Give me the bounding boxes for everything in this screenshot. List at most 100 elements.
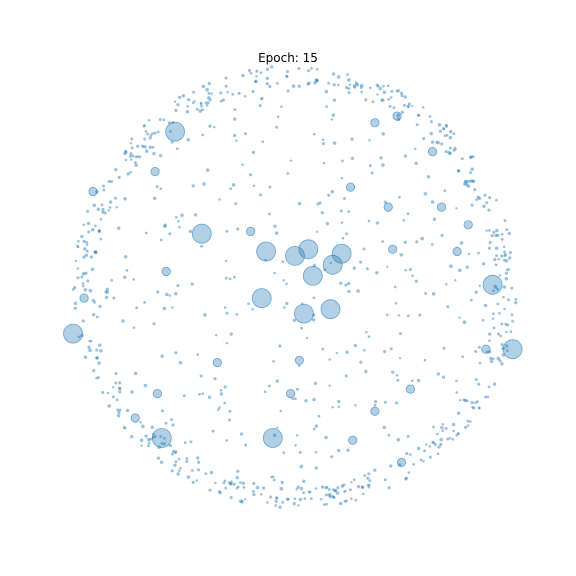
- scatter-point: [187, 98, 191, 102]
- scatter-point: [76, 276, 80, 280]
- scatter-point: [506, 268, 509, 271]
- scatter-point: [293, 497, 297, 501]
- scatter-point: [491, 317, 495, 320]
- scatter-point: [462, 398, 466, 402]
- scatter-point: [297, 84, 301, 88]
- scatter-point: [174, 451, 177, 455]
- scatter-point: [111, 395, 115, 399]
- scatter-point: [110, 278, 114, 282]
- scatter-point: [309, 497, 313, 500]
- scatter-point: [325, 105, 328, 108]
- scatter-point: [318, 201, 322, 205]
- scatter-point: [260, 96, 264, 100]
- scatter-point: [201, 84, 206, 89]
- scatter-point: [442, 346, 446, 350]
- scatter-point: [225, 229, 229, 233]
- scatter-point: [160, 409, 165, 413]
- scatter-point: [259, 97, 263, 101]
- scatter-point: [233, 108, 237, 111]
- scatter-point-large: [285, 245, 305, 266]
- scatter-point: [136, 144, 140, 148]
- scatter-point-large: [370, 118, 380, 128]
- scatter-point: [289, 159, 293, 162]
- scatter-point: [87, 345, 91, 350]
- scatter-point-large: [388, 244, 398, 254]
- scatter-point: [132, 278, 135, 281]
- scatter-point: [135, 306, 139, 310]
- scatter-point: [261, 486, 266, 490]
- scatter-point: [441, 423, 444, 426]
- scatter-point: [449, 264, 453, 268]
- scatter-point-large: [452, 246, 462, 257]
- scatter-point: [495, 228, 499, 233]
- scatter-point: [414, 279, 419, 283]
- scatter-point: [180, 213, 184, 218]
- scatter-point: [327, 488, 331, 491]
- scatter-point: [452, 429, 455, 433]
- scatter-point: [147, 444, 150, 448]
- scatter-point: [265, 82, 269, 86]
- scatter-point: [478, 284, 481, 288]
- scatter-point: [470, 400, 474, 405]
- scatter-point: [325, 486, 329, 489]
- scatter-point: [468, 155, 473, 159]
- scatter-point: [408, 102, 411, 106]
- scatter-point: [396, 378, 400, 382]
- scatter-point: [494, 263, 498, 267]
- scatter-point-large: [348, 435, 358, 445]
- scatter-point: [488, 196, 492, 200]
- scatter-point: [312, 132, 316, 136]
- scatter-point: [311, 318, 316, 322]
- scatter-point: [176, 472, 180, 476]
- scatter-point: [487, 385, 491, 389]
- scatter-point: [231, 183, 236, 187]
- scatter-point: [459, 398, 462, 402]
- scatter-point: [99, 349, 103, 353]
- scatter-point: [346, 448, 350, 452]
- scatter-point: [237, 485, 240, 489]
- scatter-point: [265, 76, 270, 81]
- scatter-point: [151, 132, 154, 135]
- scatter-point: [331, 72, 336, 76]
- scatter-point: [471, 179, 475, 183]
- scatter-point: [430, 243, 434, 246]
- scatter-point: [460, 157, 464, 161]
- scatter-point: [360, 485, 364, 489]
- scatter-point: [368, 139, 371, 142]
- scatter-point: [477, 406, 481, 410]
- scatter-point: [239, 481, 242, 484]
- scatter-point: [100, 203, 104, 207]
- scatter-point: [281, 500, 285, 504]
- scatter-point: [211, 429, 215, 433]
- scatter-point: [383, 478, 387, 482]
- scatter-point: [76, 244, 80, 248]
- scatter-point: [370, 171, 374, 175]
- scatter-point: [143, 383, 148, 388]
- scatter-point: [314, 78, 318, 82]
- scatter-point: [199, 102, 203, 106]
- scatter-point: [346, 73, 349, 76]
- scatter-point: [390, 95, 393, 99]
- scatter-point: [139, 420, 142, 424]
- scatter-point: [465, 399, 469, 403]
- scatter-point: [195, 107, 199, 111]
- scatter-point: [219, 392, 223, 396]
- scatter-point: [354, 498, 358, 502]
- scatter-point: [324, 493, 328, 497]
- scatter-point: [107, 209, 110, 212]
- scatter-point: [80, 234, 84, 239]
- scatter-point: [504, 322, 508, 326]
- scatter-point: [464, 182, 469, 186]
- scatter-point: [345, 232, 349, 236]
- scatter-point: [125, 408, 130, 413]
- scatter-point: [322, 161, 326, 165]
- scatter-point: [432, 217, 437, 221]
- scatter-point: [185, 110, 190, 114]
- scatter-point: [274, 504, 278, 507]
- scatter-point: [394, 301, 398, 305]
- scatter-point: [164, 421, 168, 425]
- scatter-point: [398, 357, 402, 360]
- scatter-point: [88, 339, 92, 343]
- scatter-point: [366, 483, 370, 487]
- scatter-point: [399, 332, 402, 336]
